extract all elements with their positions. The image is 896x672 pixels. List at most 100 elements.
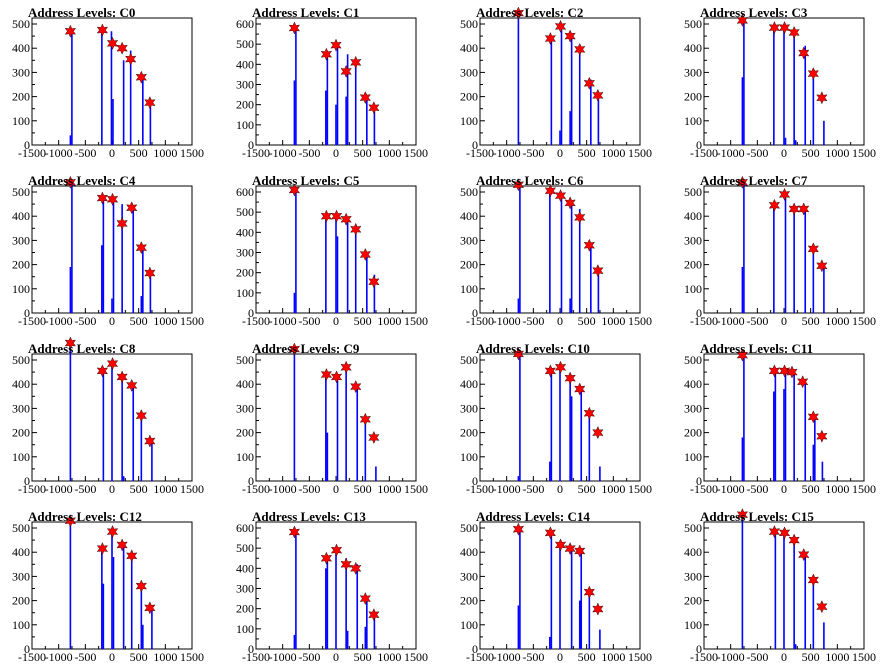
peak-marker — [768, 21, 781, 35]
x-tick-label: -1500 — [18, 482, 46, 496]
chart-svg: 0 100 200 300 400 500 -1500-1000 -500 0 500 1000 15… — [236, 342, 428, 496]
y-tick-label: 0 — [472, 306, 478, 320]
peak-marker — [574, 544, 586, 558]
histogram-bar — [578, 48, 581, 146]
x-tick-label: -1500 — [690, 650, 718, 664]
chart-svg: 0 100 200 300 400 500 -1500-1000 -500 0 500 1000 15… — [684, 508, 876, 664]
histogram-bar — [325, 90, 327, 145]
x-tick-label: 0 — [781, 146, 787, 160]
peak-marker — [116, 538, 128, 552]
x-tick-label: 1000 — [825, 146, 849, 160]
peak-marker — [106, 525, 119, 539]
histogram-bar — [293, 80, 296, 145]
peak-marker — [96, 364, 109, 378]
histogram-bar — [140, 415, 143, 481]
histogram-bar — [549, 192, 551, 313]
peak-marker — [554, 538, 567, 552]
chart-svg: 0 100 200 300 400 500 600 -1500-1000 -500 0 500 100… — [236, 183, 428, 328]
peak-marker — [736, 348, 749, 362]
x-tick-label: 0 — [109, 314, 115, 328]
peak-marker — [340, 557, 352, 571]
histogram-bar — [517, 11, 520, 146]
peak-marker — [64, 514, 77, 528]
x-tick-label: 0 — [557, 482, 563, 496]
x-tick-label: 0 — [109, 482, 115, 496]
chart-panel: 0 100 200 300 400 500 -1500 -1000 -500 0 500 1000 15… — [0, 168, 224, 336]
histogram-bar — [69, 343, 72, 481]
x-tick-label: -1500 — [18, 314, 46, 328]
y-tick-label: 400 — [236, 57, 254, 71]
histogram-bar — [101, 245, 103, 313]
y-tick-label: 600 — [236, 521, 254, 535]
chart-title: Address Levels: C7 — [700, 173, 808, 188]
peak-marker — [736, 508, 749, 522]
histogram-bar — [560, 26, 563, 146]
x-tick-label: -1000 — [493, 482, 521, 496]
histogram-bar — [130, 554, 133, 649]
x-tick-label: 0 — [781, 482, 787, 496]
y-tick-label: 400 — [460, 209, 478, 223]
peak-marker — [144, 434, 156, 448]
peak-marker — [116, 216, 128, 230]
histogram-bar — [804, 381, 807, 481]
y-tick-label: 300 — [460, 65, 478, 79]
peak-marker — [592, 602, 604, 616]
histogram-bar — [570, 547, 573, 649]
peak-marker — [778, 21, 791, 35]
x-tick-label: 500 — [130, 482, 148, 496]
histogram-bar — [142, 247, 144, 313]
x-tick-label: 1500 — [628, 650, 652, 664]
peak-marker — [544, 364, 557, 378]
peak-marker — [359, 412, 371, 426]
peak-marker — [574, 42, 586, 56]
histogram-bar — [373, 612, 376, 649]
y-tick-label: 300 — [12, 65, 30, 79]
plot-frame — [31, 185, 193, 314]
x-tick-label: -1000 — [493, 650, 521, 664]
histogram-bar — [121, 374, 123, 481]
x-tick-label: -500 — [522, 146, 544, 160]
x-tick-label: 1000 — [601, 482, 625, 496]
x-tick-label: -500 — [522, 482, 544, 496]
histogram-bar — [132, 386, 135, 481]
y-tick-label: 100 — [684, 114, 702, 128]
peak-marker — [135, 579, 147, 593]
y-tick-label: 100 — [684, 618, 702, 632]
peak-marker — [126, 549, 138, 563]
x-tick-label: -500 — [746, 146, 768, 160]
x-tick-label: -1000 — [45, 146, 73, 160]
histogram-bar — [570, 204, 573, 313]
histogram-bar — [773, 28, 775, 146]
histogram-bar — [741, 267, 744, 313]
histogram-bar — [550, 532, 553, 649]
peak-marker — [359, 91, 371, 105]
peak-marker — [106, 36, 119, 50]
chart-title: Address Levels: C11 — [700, 341, 814, 356]
peak-marker — [144, 601, 156, 615]
histogram-bar — [335, 216, 337, 313]
y-tick-label: 0 — [24, 138, 30, 152]
histogram-bar — [326, 54, 329, 145]
x-tick-label: 1000 — [377, 314, 401, 328]
y-tick-label: 300 — [236, 582, 254, 596]
histogram-bar — [793, 542, 795, 649]
x-tick-label: 1000 — [825, 482, 849, 496]
histogram-bar — [69, 267, 72, 313]
x-tick-label: -500 — [746, 482, 768, 496]
histogram-bar — [773, 201, 775, 313]
histogram-bar — [741, 437, 744, 481]
histogram-bar — [519, 528, 521, 649]
peak-marker — [797, 375, 809, 389]
peak-marker — [330, 543, 343, 557]
x-tick-label: 1500 — [404, 482, 428, 496]
x-tick-label: -1500 — [466, 146, 494, 160]
y-tick-label: 300 — [236, 401, 254, 415]
histogram-bar — [570, 396, 573, 481]
peak-marker — [554, 360, 567, 374]
histogram-bar — [774, 369, 777, 481]
y-tick-label: 0 — [472, 642, 478, 656]
y-tick-label: 400 — [236, 377, 254, 391]
chart-panel: 0 100 200 300 400 500 -1500 -1000 -500 0 500 1000 15… — [448, 0, 672, 168]
histogram-bar — [580, 389, 583, 481]
